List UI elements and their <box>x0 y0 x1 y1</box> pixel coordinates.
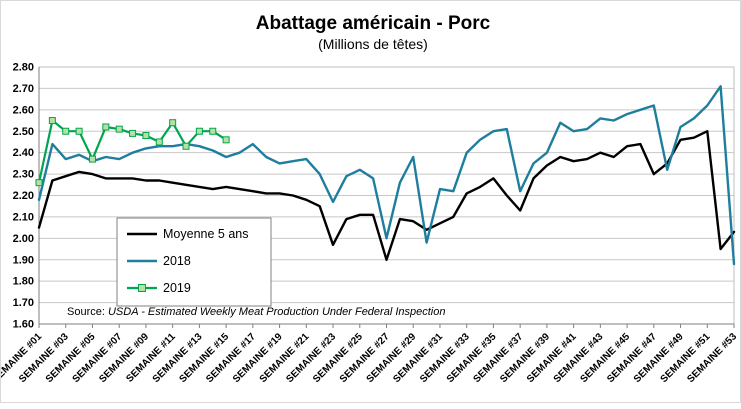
y-tick-label: 1.80 <box>13 276 34 288</box>
plot-area: 1.60 1.70 1.80 1.90 2.00 2.10 2.20 2.30 2.40 2.50… <box>0 62 739 386</box>
series-marker-2019 <box>115 125 123 133</box>
legend-label-moyenne-5-ans: Moyenne 5 ans <box>163 227 248 241</box>
series-line-moyenne-5-ans <box>37 130 736 261</box>
series-marker-2019 <box>182 142 190 150</box>
series-marker-2019 <box>195 127 203 135</box>
series-marker-2019 <box>155 138 163 146</box>
y-tick-label: 2.60 <box>13 104 34 116</box>
y-tick-label: 2.10 <box>13 211 34 223</box>
y-tick-label: 2.00 <box>13 233 34 245</box>
series-marker-2019 <box>88 155 96 163</box>
source-prefix: Source: <box>67 306 105 318</box>
series-marker-2019 <box>169 119 177 127</box>
y-tick-label: 2.80 <box>13 62 34 74</box>
y-tick-label: 1.60 <box>13 319 34 331</box>
series-marker-2019 <box>35 179 43 187</box>
y-tick-label: 2.20 <box>13 190 34 202</box>
y-tick-label: 2.30 <box>13 169 34 181</box>
series-marker-2019 <box>222 136 230 144</box>
legend-label-2019: 2019 <box>163 281 191 295</box>
series-marker-2019 <box>142 132 150 140</box>
chart-title: Abattage américain - Porc <box>256 13 491 34</box>
source-text: USDA - Estimated Weekly Meat Production … <box>108 306 445 318</box>
legend: Moyenne 5 ans 2018 2019 <box>116 217 272 307</box>
series-marker-2019 <box>62 127 70 135</box>
series-marker-2019 <box>48 117 56 125</box>
y-tick-label: 1.90 <box>13 254 34 266</box>
legend-marker-2019 <box>138 284 146 292</box>
series-marker-2019 <box>129 129 137 137</box>
y-tick-label: 2.40 <box>13 147 34 159</box>
chart-subtitle: (Millions de têtes) <box>318 36 428 52</box>
y-tick-label: 2.70 <box>13 83 34 95</box>
series-marker-2019 <box>209 127 217 135</box>
series-marker-2019 <box>102 123 110 131</box>
source-note: Source: USDA - Estimated Weekly Meat Pro… <box>67 306 445 318</box>
x-tick-label: SEMAINE #53 <box>685 331 739 385</box>
y-tick-label: 2.50 <box>13 126 34 138</box>
legend-label-2018: 2018 <box>163 254 191 268</box>
series-line-2018 <box>37 85 736 266</box>
y-tick-label: 1.70 <box>13 297 34 309</box>
series-marker-2019 <box>75 127 83 135</box>
